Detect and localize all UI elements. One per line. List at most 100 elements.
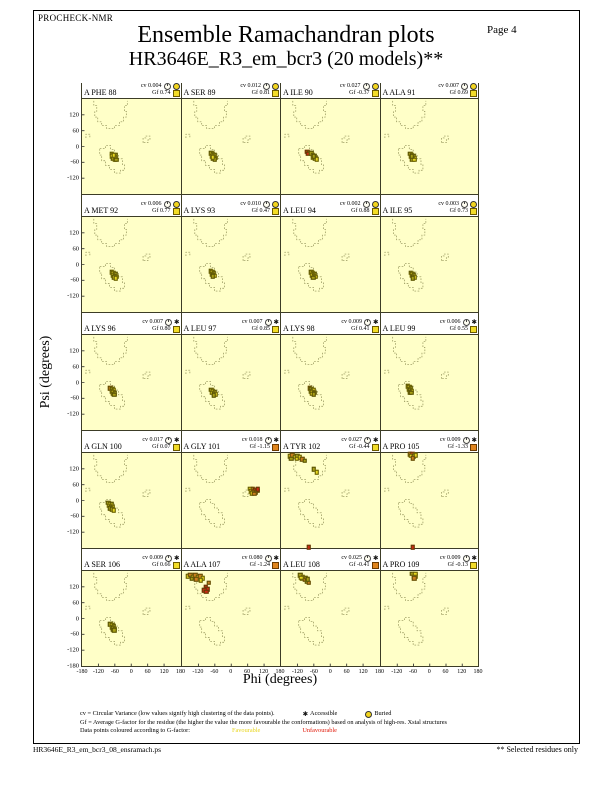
- residue-label: A ALA 91: [382, 88, 416, 97]
- residue-label: A LYS 96: [84, 324, 116, 333]
- gf-prefix: Gf: [152, 444, 159, 451]
- data-point: [252, 491, 257, 497]
- gf-colour-square: [470, 444, 477, 451]
- allowed-regions-svg: [185, 100, 250, 174]
- ramachandran-plot: [181, 216, 280, 313]
- ramachandran-plot: 120 60 0 -60 -120: [67, 216, 181, 313]
- ramachandran-plot: -120 -60 0 60 120 180: [181, 570, 285, 675]
- gf-value: 0.47: [259, 208, 271, 215]
- left-edge-region-outline: [85, 487, 91, 492]
- cv-prefix: cv: [439, 555, 446, 562]
- cv-clock-icon: [462, 437, 470, 444]
- gf-prefix: Gf: [152, 562, 159, 569]
- x-axis-ticks: [296, 663, 364, 666]
- gf-line: Gf -0.41: [349, 562, 379, 569]
- plot-cell-header: A LEU 99 cv 0.006 ✱ Gf 0.55: [381, 319, 479, 334]
- cv-line: cv 0.012: [240, 83, 279, 90]
- accessible-icon: ✱: [273, 437, 279, 444]
- cv-line: cv 0.007 ✱: [142, 319, 180, 326]
- plot-cell-header: A GLY 101 cv 0.018 ✱ Gf -1.15: [182, 437, 281, 452]
- gf-line: Gf 0.07: [152, 444, 180, 451]
- cv-prefix: cv: [438, 201, 444, 208]
- allowed-regions-svg: [82, 572, 165, 666]
- cv-prefix: cv: [339, 83, 346, 90]
- cv-clock-icon: [364, 319, 372, 326]
- x-tick-label: 120: [457, 668, 467, 675]
- residue-label: A TYR 102: [283, 442, 321, 451]
- beta-region-outline: [292, 100, 327, 129]
- left-edge-region-outline: [185, 487, 190, 492]
- residue-stats: cv 0.027 Gf -0.37: [340, 83, 379, 97]
- gf-colour-square: [470, 208, 477, 215]
- gf-colour-square: [371, 562, 379, 569]
- cv-value: 0.080: [249, 555, 263, 562]
- x-tick-label: -60: [309, 668, 318, 675]
- left-edge-region-outline: [85, 369, 91, 374]
- plot-cell: A SER 106 cv 0.009 ✱ Gf 0.66 120 60 0 -60 -120 -180…: [67, 549, 185, 675]
- alpha-l-region-outline: [440, 489, 449, 498]
- cv-line: cv 0.027 ✱: [341, 437, 379, 444]
- x-tick-label: -60: [110, 668, 119, 675]
- plot-cell-header: A ALA 107 cv 0.080 ✱ Gf -1.24: [182, 555, 281, 570]
- gf-prefix: Gf: [449, 90, 456, 97]
- plot-cell-header: A ILE 95 cv 0.003 Gf 0.73: [381, 201, 479, 216]
- alpha-l-region-outline: [142, 607, 151, 616]
- gf-line: Gf 0.55: [450, 326, 477, 333]
- cv-line: cv 0.009 ✱: [341, 319, 379, 326]
- cv-value: 0.004: [148, 83, 162, 90]
- cv-line: cv 0.018 ✱: [242, 437, 279, 444]
- gf-value: 0.41: [359, 326, 370, 333]
- cv-prefix: cv: [339, 201, 346, 208]
- alpha-l-region-outline: [440, 607, 449, 616]
- y-axis-ticks: [82, 232, 85, 297]
- cv-value: 0.009: [447, 437, 461, 444]
- gf-value: 0.73: [457, 208, 469, 215]
- data-point: [311, 275, 316, 280]
- y-tick-label: -60: [70, 394, 79, 402]
- cv-line: cv 0.004: [141, 83, 180, 90]
- alpha-l-region-outline: [341, 371, 350, 380]
- buried-icon: [470, 83, 477, 90]
- cv-prefix: cv: [438, 83, 444, 90]
- data-point: [113, 275, 118, 281]
- cv-value: 0.010: [247, 201, 262, 208]
- gf-prefix: Gf: [447, 562, 454, 569]
- gf-value: 0.66: [160, 562, 171, 569]
- gf-line: Gf 0.69: [450, 90, 477, 97]
- cv-value: 0.012: [247, 83, 262, 90]
- accessible-icon: ✱: [471, 319, 477, 326]
- gf-line: Gf -0.37: [349, 90, 379, 97]
- cv-clock-icon: [264, 555, 272, 562]
- page-border: [33, 10, 580, 744]
- gf-colour-square: [272, 444, 279, 451]
- plot-cell: A LEU 99 cv 0.006 ✱ Gf 0.55: [379, 313, 479, 431]
- cv-clock-icon: [163, 83, 171, 90]
- y-tick-label: 60: [72, 599, 80, 607]
- y-tick-label: 0: [75, 615, 79, 622]
- alpha-l-region-outline: [341, 135, 350, 144]
- residue-stats: cv 0.009 ✱ Gf -0.13: [440, 555, 477, 569]
- legend-colour-text: Data points coloured according to G-fact…: [80, 727, 190, 734]
- cv-prefix: cv: [341, 437, 348, 444]
- plot-cell: A PRO 109 cv 0.009 ✱ Gf -0.13 -120 -60 0 60 120 180: [379, 549, 483, 675]
- gf-colour-square: [272, 90, 279, 97]
- alpha-l-region-outline: [142, 489, 151, 498]
- y-tick-label: -180: [67, 662, 79, 670]
- plot-cell-header: A TYR 102 cv 0.027 ✱ Gf -0.44: [281, 437, 380, 452]
- cv-line: cv 0.080 ✱: [242, 555, 279, 562]
- alpha-l-region-outline: [440, 135, 449, 144]
- x-tick-label: -120: [391, 668, 403, 675]
- x-tick-label: 180: [375, 668, 384, 675]
- left-edge-region-outline: [384, 605, 389, 610]
- alpha-l-region-outline: [440, 371, 449, 380]
- data-point: [194, 576, 199, 582]
- cv-clock-icon: [462, 555, 470, 562]
- residue-label: A PRO 109: [382, 560, 420, 569]
- data-point: [409, 390, 414, 396]
- residue-stats: cv 0.010 Gf 0.47: [240, 201, 279, 215]
- allowed-regions-svg: [284, 336, 350, 410]
- alpha-l-region-outline: [242, 371, 250, 380]
- gf-prefix: Gf: [152, 208, 159, 215]
- plot-cell-header: A SER 89 cv 0.012 Gf 0.81: [182, 83, 281, 98]
- cv-prefix: cv: [240, 83, 246, 90]
